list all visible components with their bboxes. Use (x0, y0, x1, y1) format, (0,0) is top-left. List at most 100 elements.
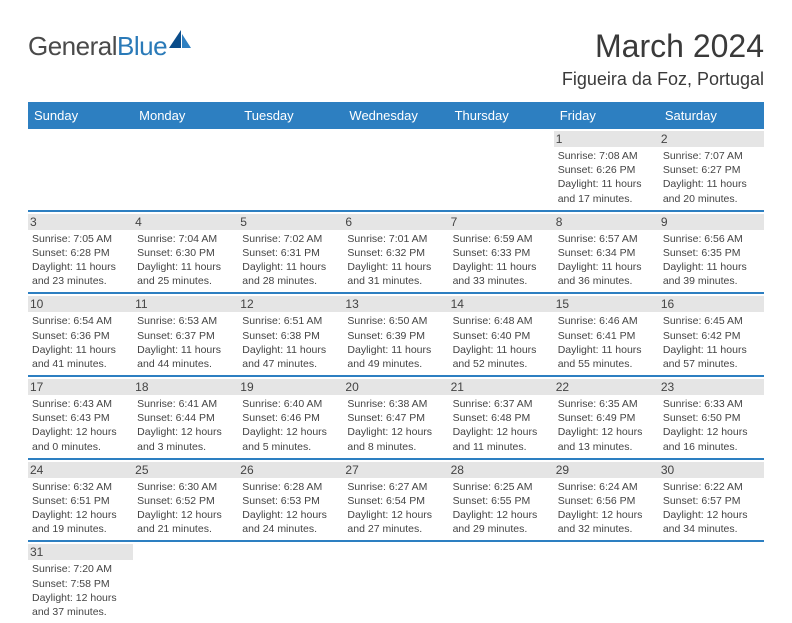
day-cell: 29Sunrise: 6:24 AMSunset: 6:56 PMDayligh… (554, 460, 659, 541)
day-detail: Sunrise: 6:40 AM (242, 397, 339, 411)
day-cell: 15Sunrise: 6:46 AMSunset: 6:41 PMDayligh… (554, 294, 659, 375)
day-cell: 10Sunrise: 6:54 AMSunset: 6:36 PMDayligh… (28, 294, 133, 375)
day-detail: Daylight: 11 hours (558, 343, 655, 357)
weekday-label: Friday (554, 102, 659, 129)
day-detail: Sunset: 6:56 PM (558, 494, 655, 508)
day-detail: Sunrise: 6:30 AM (137, 480, 234, 494)
day-detail: Sunrise: 6:45 AM (663, 314, 760, 328)
day-detail: Daylight: 11 hours (242, 343, 339, 357)
day-cell (133, 129, 238, 210)
day-number: 6 (343, 214, 448, 230)
day-number: 31 (28, 544, 133, 560)
day-detail: and 21 minutes. (137, 522, 234, 536)
day-detail: Daylight: 12 hours (137, 425, 234, 439)
day-cell: 13Sunrise: 6:50 AMSunset: 6:39 PMDayligh… (343, 294, 448, 375)
day-cell: 31Sunrise: 7:20 AMSunset: 7:58 PMDayligh… (28, 542, 133, 623)
day-detail: Daylight: 12 hours (453, 425, 550, 439)
day-detail: Sunrise: 7:01 AM (347, 232, 444, 246)
day-detail: Daylight: 12 hours (137, 508, 234, 522)
day-number: 2 (659, 131, 764, 147)
day-cell (238, 129, 343, 210)
week-row: 31Sunrise: 7:20 AMSunset: 7:58 PMDayligh… (28, 542, 764, 623)
day-detail: Sunrise: 6:59 AM (453, 232, 550, 246)
day-detail: and 34 minutes. (663, 522, 760, 536)
day-number: 21 (449, 379, 554, 395)
day-detail: Daylight: 12 hours (663, 508, 760, 522)
day-detail: Sunset: 6:27 PM (663, 163, 760, 177)
day-number: 14 (449, 296, 554, 312)
day-number: 12 (238, 296, 343, 312)
calendar: SundayMondayTuesdayWednesdayThursdayFrid… (28, 102, 764, 623)
day-number: 19 (238, 379, 343, 395)
day-detail: Sunset: 6:40 PM (453, 329, 550, 343)
week-row: 24Sunrise: 6:32 AMSunset: 6:51 PMDayligh… (28, 460, 764, 543)
day-detail: Sunset: 6:51 PM (32, 494, 129, 508)
day-number: 16 (659, 296, 764, 312)
day-detail: Sunset: 6:49 PM (558, 411, 655, 425)
day-cell: 14Sunrise: 6:48 AMSunset: 6:40 PMDayligh… (449, 294, 554, 375)
day-detail: Daylight: 11 hours (453, 343, 550, 357)
day-detail: Sunset: 7:58 PM (32, 577, 129, 591)
day-detail: Sunset: 6:50 PM (663, 411, 760, 425)
day-detail: Sunset: 6:32 PM (347, 246, 444, 260)
day-detail: and 32 minutes. (558, 522, 655, 536)
day-detail: Sunset: 6:37 PM (137, 329, 234, 343)
day-detail: and 37 minutes. (32, 605, 129, 619)
day-detail: Daylight: 11 hours (137, 343, 234, 357)
day-detail: Sunset: 6:31 PM (242, 246, 339, 260)
day-detail: Daylight: 11 hours (663, 260, 760, 274)
day-cell: 23Sunrise: 6:33 AMSunset: 6:50 PMDayligh… (659, 377, 764, 458)
day-detail: Daylight: 12 hours (558, 425, 655, 439)
day-detail: and 17 minutes. (558, 192, 655, 206)
day-cell (449, 129, 554, 210)
day-detail: and 55 minutes. (558, 357, 655, 371)
day-cell: 20Sunrise: 6:38 AMSunset: 6:47 PMDayligh… (343, 377, 448, 458)
weekday-label: Saturday (659, 102, 764, 129)
day-detail: Sunset: 6:26 PM (558, 163, 655, 177)
day-detail: Daylight: 12 hours (32, 591, 129, 605)
day-number: 27 (343, 462, 448, 478)
day-detail: Sunset: 6:52 PM (137, 494, 234, 508)
day-detail: Sunset: 6:28 PM (32, 246, 129, 260)
day-detail: Sunset: 6:34 PM (558, 246, 655, 260)
day-detail: Daylight: 11 hours (137, 260, 234, 274)
day-detail: Sunset: 6:53 PM (242, 494, 339, 508)
day-detail: and 44 minutes. (137, 357, 234, 371)
day-detail: Sunset: 6:41 PM (558, 329, 655, 343)
day-detail: Daylight: 12 hours (242, 508, 339, 522)
day-detail: and 31 minutes. (347, 274, 444, 288)
day-detail: Daylight: 12 hours (347, 425, 444, 439)
day-cell: 12Sunrise: 6:51 AMSunset: 6:38 PMDayligh… (238, 294, 343, 375)
title-block: March 2024 Figueira da Foz, Portugal (562, 28, 764, 90)
day-detail: Daylight: 12 hours (32, 425, 129, 439)
sail-icon (167, 28, 193, 55)
day-detail: Sunrise: 6:38 AM (347, 397, 444, 411)
day-number: 25 (133, 462, 238, 478)
day-cell: 9Sunrise: 6:56 AMSunset: 6:35 PMDaylight… (659, 212, 764, 293)
week-row: 1Sunrise: 7:08 AMSunset: 6:26 PMDaylight… (28, 129, 764, 212)
logo-word-general: General (28, 31, 117, 62)
day-detail: Sunrise: 6:56 AM (663, 232, 760, 246)
day-cell: 4Sunrise: 7:04 AMSunset: 6:30 PMDaylight… (133, 212, 238, 293)
day-detail: Daylight: 12 hours (663, 425, 760, 439)
day-cell: 2Sunrise: 7:07 AMSunset: 6:27 PMDaylight… (659, 129, 764, 210)
day-detail: Sunset: 6:38 PM (242, 329, 339, 343)
day-detail: Daylight: 12 hours (453, 508, 550, 522)
day-detail: and 5 minutes. (242, 440, 339, 454)
day-cell (449, 542, 554, 623)
day-number: 11 (133, 296, 238, 312)
day-detail: Daylight: 11 hours (32, 343, 129, 357)
day-detail: Sunset: 6:39 PM (347, 329, 444, 343)
day-cell: 19Sunrise: 6:40 AMSunset: 6:46 PMDayligh… (238, 377, 343, 458)
day-detail: Sunset: 6:43 PM (32, 411, 129, 425)
weekday-label: Tuesday (238, 102, 343, 129)
day-detail: Sunset: 6:47 PM (347, 411, 444, 425)
day-cell: 3Sunrise: 7:05 AMSunset: 6:28 PMDaylight… (28, 212, 133, 293)
day-detail: and 16 minutes. (663, 440, 760, 454)
day-cell (659, 542, 764, 623)
day-detail: Sunrise: 7:05 AM (32, 232, 129, 246)
day-detail: Sunrise: 6:37 AM (453, 397, 550, 411)
day-detail: Sunset: 6:44 PM (137, 411, 234, 425)
day-number: 23 (659, 379, 764, 395)
day-number: 28 (449, 462, 554, 478)
